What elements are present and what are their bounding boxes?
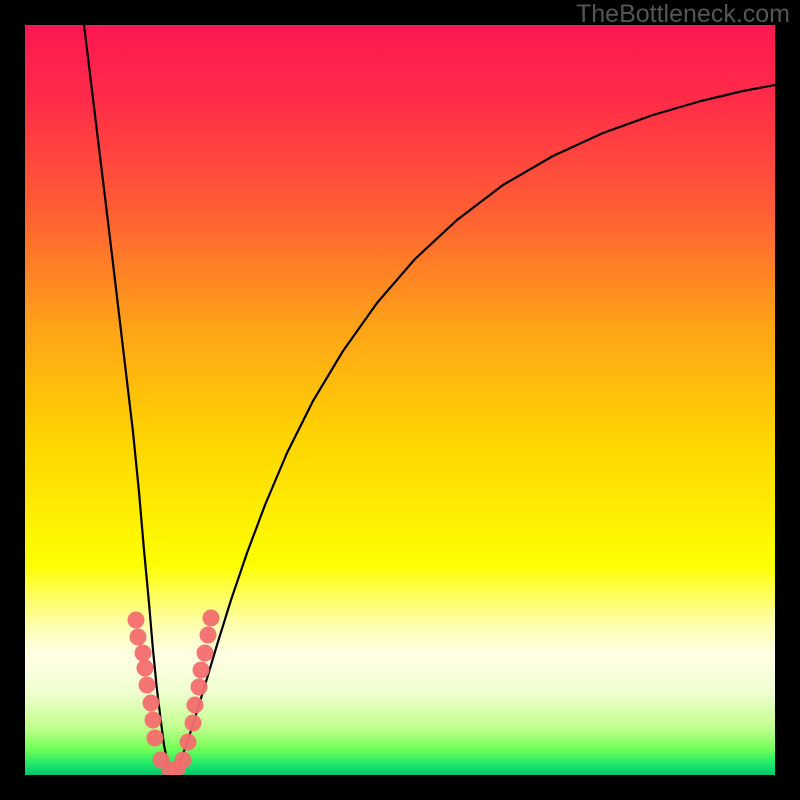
data-marker [147, 730, 164, 747]
data-marker [137, 660, 154, 677]
markers-group [128, 610, 220, 776]
data-marker [128, 612, 145, 629]
data-marker [185, 715, 202, 732]
data-marker [197, 645, 214, 662]
data-marker [139, 677, 156, 694]
attribution-label: TheBottleneck.com [576, 2, 790, 27]
data-marker [193, 662, 210, 679]
data-marker [180, 734, 197, 751]
data-marker [145, 712, 162, 729]
data-marker [135, 645, 152, 662]
data-marker [143, 695, 160, 712]
data-marker [203, 610, 220, 627]
bottleneck-curve-segment [84, 25, 173, 775]
bottleneck-curve-segment [173, 85, 776, 775]
data-marker [130, 629, 147, 646]
chart-root: TheBottleneck.com [0, 0, 800, 800]
plot-svg [25, 25, 775, 775]
data-marker [175, 752, 192, 769]
data-marker [191, 679, 208, 696]
plot-area [25, 25, 775, 775]
data-marker [187, 697, 204, 714]
data-marker [200, 627, 217, 644]
